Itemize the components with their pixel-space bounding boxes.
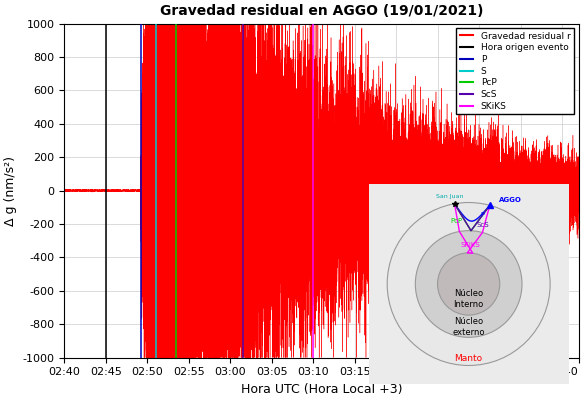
Legend: Gravedad residual r, Hora origen evento, P, S, PcP, ScS, SKiKS: Gravedad residual r, Hora origen evento,… xyxy=(456,28,574,114)
Text: SKiKS: SKiKS xyxy=(461,242,481,248)
X-axis label: Hora UTC (Hora Local +3): Hora UTC (Hora Local +3) xyxy=(241,383,402,396)
Circle shape xyxy=(437,253,500,315)
Text: Manto: Manto xyxy=(454,354,483,362)
Text: Núcleo
Interno: Núcleo Interno xyxy=(454,289,484,308)
Text: AGGO: AGGO xyxy=(499,196,522,202)
Title: Gravedad residual en AGGO (19/01/2021): Gravedad residual en AGGO (19/01/2021) xyxy=(160,4,483,18)
Y-axis label: Δ g (nm/s²): Δ g (nm/s²) xyxy=(4,156,17,226)
Text: PcP: PcP xyxy=(450,218,463,224)
Circle shape xyxy=(415,231,522,337)
Text: P: P xyxy=(481,212,485,218)
Circle shape xyxy=(387,202,550,366)
Text: ScS: ScS xyxy=(477,222,489,228)
Text: Núcleo
externo: Núcleo externo xyxy=(453,317,485,337)
Text: San Juan: San Juan xyxy=(436,194,464,199)
